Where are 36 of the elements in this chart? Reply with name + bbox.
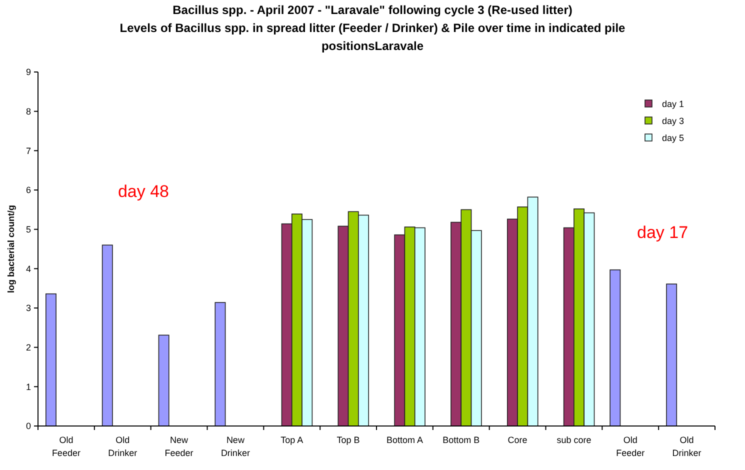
x-tick-label: Old Feeder xyxy=(616,435,645,458)
annotation: day 17 xyxy=(637,223,688,242)
y-tick-label: 4 xyxy=(26,264,31,274)
y-tick-label: 0 xyxy=(26,421,31,432)
x-tick-label: Bottom A xyxy=(386,435,423,445)
y-tick-label: 7 xyxy=(26,146,31,156)
bar xyxy=(610,269,621,426)
bar xyxy=(158,334,170,426)
bar xyxy=(214,302,226,426)
x-tick-label: Core xyxy=(508,435,528,445)
y-axis-title: log bacterial count/g xyxy=(6,204,16,294)
chart-subtitle: Levels of Bacillus spp. in spread litter (Feeder / Drinker) & Pile over time in indicated pile positionsLaravale xyxy=(120,21,626,53)
y-tick-label: 9 xyxy=(26,67,31,78)
legend-label: day 1 xyxy=(662,99,684,110)
y-tick-label: 2 xyxy=(26,342,31,352)
x-tick-label: sub core xyxy=(556,435,592,445)
annotation: day 48 xyxy=(118,182,170,201)
y-tick-label: 3 xyxy=(26,303,31,314)
bar xyxy=(666,284,678,426)
legend-label: day 5 xyxy=(662,133,684,144)
chart-title: Bacillus spp. - April 2007 - "Laravale" following cycle 3 (Re-used litter) xyxy=(172,3,572,17)
x-tick-label: New Drinker xyxy=(220,435,250,458)
y-tick-label: 8 xyxy=(26,106,31,116)
x-tick-label: Bottom B xyxy=(442,435,480,445)
y-tick-label: 5 xyxy=(26,224,31,234)
x-tick-label: Old Drinker xyxy=(108,435,138,458)
y-tick-label: 6 xyxy=(26,185,31,196)
y-tick-label: 1 xyxy=(26,382,31,392)
x-tick-label: Top B xyxy=(336,435,360,445)
x-tick-label: Old Feeder xyxy=(52,435,80,458)
x-tick-label: New Feeder xyxy=(164,435,194,458)
bar xyxy=(46,293,56,426)
legend-label: day 3 xyxy=(662,116,684,126)
x-tick-label: Old Drinker xyxy=(672,435,702,458)
bar xyxy=(102,244,113,426)
x-tick-label: Top A xyxy=(280,435,304,445)
